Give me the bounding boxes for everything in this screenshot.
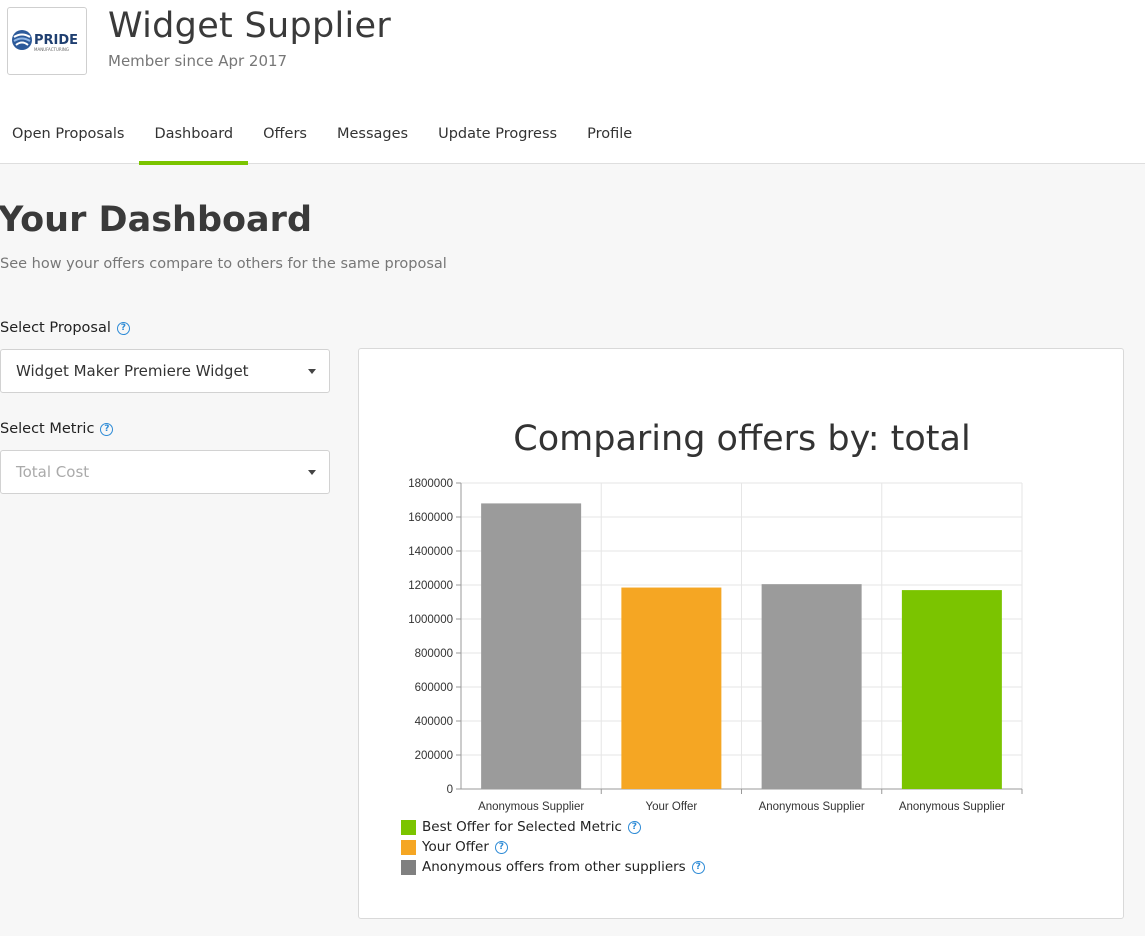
y-tick-label: 800000 — [415, 648, 453, 660]
metric-select[interactable]: Total Cost — [0, 450, 330, 494]
main-nav: Open Proposals Dashboard Offers Messages… — [0, 108, 647, 165]
bar — [621, 587, 722, 789]
company-logo: PRIDE MANUFACTURING — [7, 7, 87, 75]
y-tick-label: 600000 — [415, 682, 453, 694]
y-tick-label: 200000 — [415, 750, 453, 762]
legend-label: Your Offer — [422, 839, 489, 855]
pride-logo-icon: PRIDE MANUFACTURING — [12, 30, 78, 52]
proposal-label: Select Proposal ? — [0, 320, 130, 336]
y-tick-label: 1200000 — [408, 580, 453, 592]
question-circle-icon[interactable]: ? — [627, 820, 641, 834]
legend-label: Best Offer for Selected Metric — [422, 819, 622, 835]
chart-card: Comparing offers by: total 0 200000 400000… — [358, 348, 1124, 919]
question-circle-icon[interactable]: ? — [100, 422, 114, 436]
proposal-select[interactable]: Widget Maker Premiere Widget — [0, 349, 330, 393]
metric-label: Select Metric ? — [0, 421, 114, 437]
chart-legend: Best Offer for Selected Metric? Your Offe… — [401, 817, 705, 877]
tab-update-progress[interactable]: Update Progress — [438, 126, 558, 142]
logo-subtext: MANUFACTURING — [34, 47, 69, 52]
caret-down-icon — [308, 470, 316, 475]
legend-swatch — [401, 819, 416, 835]
y-tick-label: 1000000 — [408, 614, 453, 626]
page-title: Your Dashboard — [0, 200, 312, 240]
legend-swatch — [401, 839, 416, 855]
question-circle-icon[interactable]: ? — [691, 860, 705, 874]
company-name: Widget Supplier — [108, 6, 392, 46]
tab-profile[interactable]: Profile — [587, 126, 633, 142]
y-tick-label: 1800000 — [408, 478, 453, 490]
legend-swatch — [401, 859, 416, 875]
tab-open-proposals[interactable]: Open Proposals — [12, 126, 125, 142]
caret-down-icon — [308, 369, 316, 374]
tab-messages[interactable]: Messages — [336, 126, 409, 142]
logo-text: PRIDE — [34, 33, 78, 48]
y-tick-label: 400000 — [415, 716, 453, 728]
page-subtitle: See how your offers compare to others fo… — [0, 256, 447, 272]
y-tick-label: 1400000 — [408, 546, 453, 558]
bar-chart: 0 200000 400000 600000 800000 1000000 1200000 1… — [408, 478, 1023, 813]
x-tick-label: Anonymous Supplier — [899, 801, 1005, 813]
question-circle-icon[interactable]: ? — [116, 321, 130, 335]
x-tick-label: Anonymous Supplier — [759, 801, 865, 813]
y-tick-label: 0 — [447, 784, 453, 796]
bar — [761, 584, 862, 789]
tab-dashboard[interactable]: Dashboard — [139, 108, 248, 165]
bar — [481, 503, 582, 789]
tab-offers[interactable]: Offers — [263, 126, 307, 142]
bar — [901, 590, 1002, 789]
chart-title: Comparing offers by: total — [513, 419, 971, 459]
question-circle-icon[interactable]: ? — [494, 840, 508, 854]
member-since: Member since Apr 2017 — [108, 52, 288, 70]
header: PRIDE MANUFACTURING Widget Supplier Memb… — [0, 0, 1145, 165]
x-tick-label: Your Offer — [645, 801, 697, 813]
legend-item: Your Offer? — [401, 837, 705, 857]
proposal-label-text: Select Proposal — [0, 320, 111, 336]
legend-item: Best Offer for Selected Metric? — [401, 817, 705, 837]
metric-label-text: Select Metric — [0, 421, 95, 437]
proposal-select-value: Widget Maker Premiere Widget — [16, 362, 249, 380]
legend-item: Anonymous offers from other suppliers? — [401, 857, 705, 877]
metric-select-value: Total Cost — [16, 463, 90, 481]
legend-label: Anonymous offers from other suppliers — [422, 859, 686, 875]
y-tick-label: 1600000 — [408, 512, 453, 524]
x-tick-label: Anonymous Supplier — [478, 801, 584, 813]
